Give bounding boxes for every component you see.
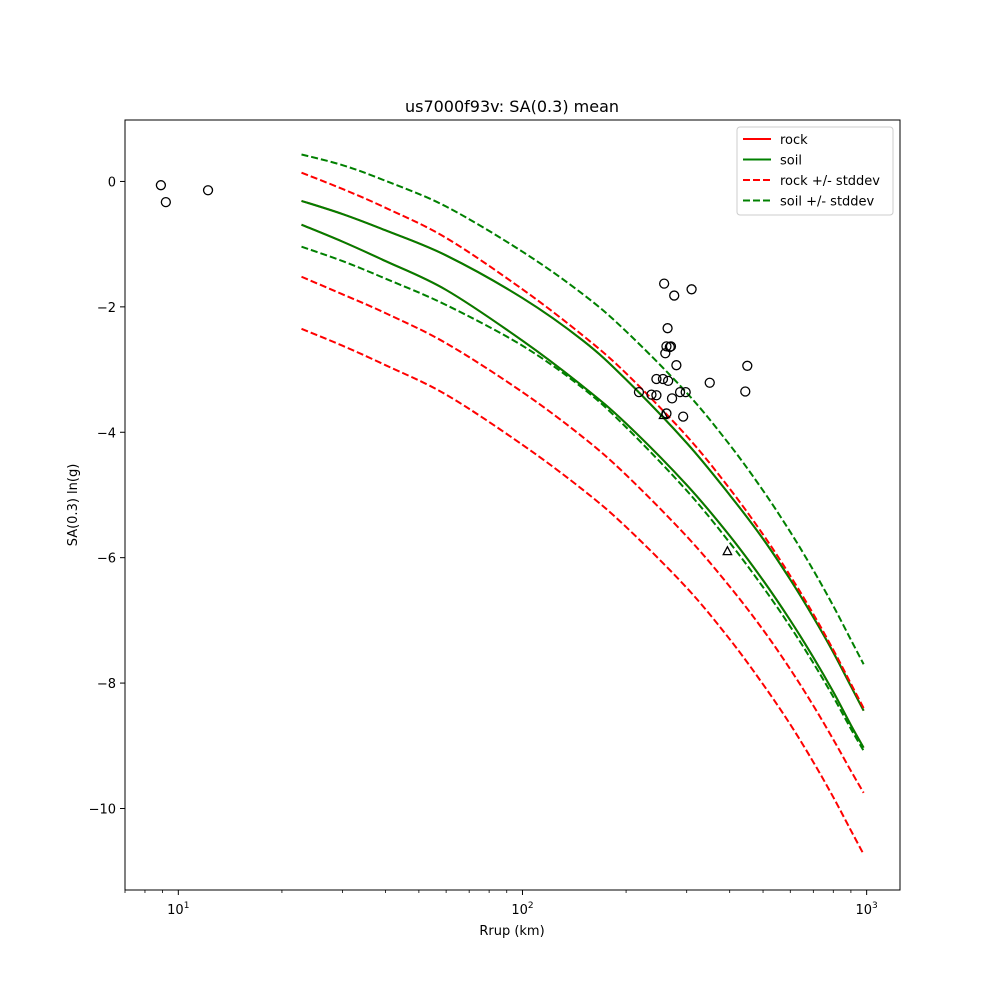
station-marker-circle — [657, 373, 669, 385]
station-marker-circle — [651, 373, 662, 385]
x-axis-label: Rrup (km) — [479, 924, 544, 939]
station-marker-circle — [742, 360, 753, 371]
station-marker-circle — [674, 386, 686, 398]
station-marker-triangle — [722, 545, 733, 556]
station-marker-circle — [686, 284, 697, 295]
x-axis: 101 102 103 — [124, 890, 878, 918]
series-line-rock-stddev-5 — [301, 275, 865, 794]
x-tick-label: 103 — [856, 901, 878, 918]
legend: rock soil rock +/- stddev soil +/- stddev — [736, 126, 894, 216]
legend-box — [736, 126, 894, 216]
y-tick-label: 0 — [108, 175, 116, 190]
y-axis: 0 −2 −4 −6 −8 −10 — [89, 175, 125, 817]
station-marker-circle — [671, 360, 682, 371]
station-marker-circle — [646, 389, 657, 400]
station-marker-circle — [160, 196, 171, 208]
station-marker-circle — [678, 411, 689, 422]
station-marker-circle — [651, 390, 662, 401]
series-line-soil-3 — [301, 223, 865, 749]
y-axis-label: SA(0.3) ln(g) — [66, 464, 81, 547]
series-layer — [301, 153, 865, 855]
y-tick-label: −2 — [97, 301, 116, 316]
legend-label: rock +/- stddev — [780, 174, 880, 189]
series-line-soil-stddev-7 — [301, 245, 865, 752]
station-marker-circle — [633, 386, 645, 398]
legend-label: soil — [780, 154, 802, 169]
station-marker-circle — [704, 377, 715, 388]
series-line-soil-stddev-6 — [301, 153, 865, 665]
station-marker-circle — [658, 278, 670, 289]
station-marker-circle — [666, 393, 678, 404]
station-marker-circle — [202, 185, 214, 196]
station-marker-circle — [660, 348, 671, 359]
y-tick-label: −8 — [97, 677, 116, 692]
chart-title: us7000f93v: SA(0.3) mean — [405, 97, 619, 116]
x-tick-label: 102 — [511, 901, 533, 918]
y-tick-label: −10 — [89, 802, 116, 817]
series-line-rock-stddev-4 — [301, 171, 865, 709]
series-line-soil-2 — [301, 199, 865, 712]
station-marker-circle — [740, 386, 751, 397]
legend-label: rock — [780, 133, 808, 148]
station-marker-circle — [669, 290, 680, 301]
y-tick-label: −4 — [97, 426, 116, 441]
legend-label: soil +/- stddev — [780, 195, 875, 210]
station-marker-circle — [662, 375, 674, 386]
x-tick-label: 101 — [167, 901, 189, 918]
y-tick-label: −6 — [97, 552, 116, 567]
station-marker-circle — [662, 323, 673, 334]
station-marker-circle — [155, 180, 167, 191]
station-markers — [155, 180, 753, 556]
station-marker-circle — [680, 386, 691, 398]
station-marker-triangle — [658, 409, 669, 420]
series-line-rock-stddev-8 — [301, 327, 865, 855]
plot-area-frame — [124, 119, 901, 891]
